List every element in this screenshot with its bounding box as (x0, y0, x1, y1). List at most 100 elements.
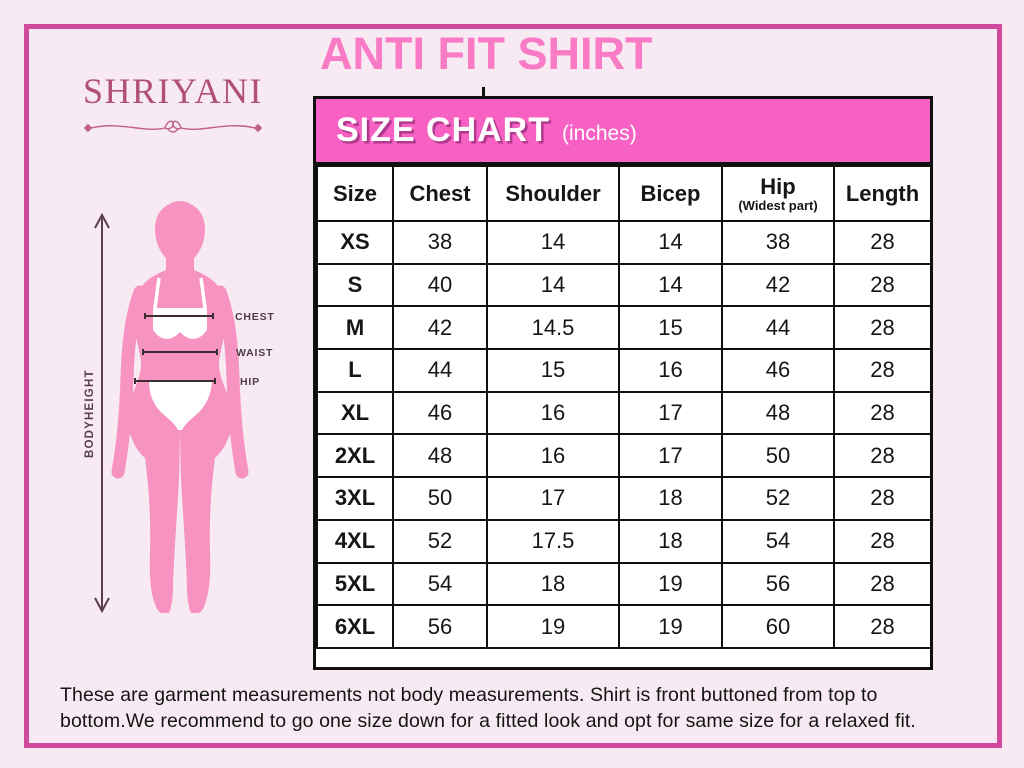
table-cell: 38 (392, 220, 488, 265)
female-silhouette (111, 201, 249, 613)
table-row: 2XL 48 16 17 50 28 (316, 433, 932, 479)
table-cell: 14 (618, 220, 723, 265)
table-row: XS 38 14 14 38 28 (316, 220, 932, 265)
table-row: XL 46 16 17 48 28 (316, 390, 932, 436)
table-cell: 28 (833, 561, 932, 607)
table-cell: 28 (833, 518, 932, 564)
table-cell: 44 (721, 305, 835, 351)
table-cell: 14 (486, 220, 620, 265)
table-cell: 2XL (316, 433, 394, 479)
table-header-row: Size Chest Shoulder Bicep Hip (Widest pa… (316, 165, 932, 222)
table-row: S 40 14 14 42 28 (316, 262, 932, 308)
col-hip: Hip (Widest part) (721, 165, 835, 222)
table-cell: 16 (486, 433, 620, 479)
size-chart-table: Size Chest Shoulder Bicep Hip (Widest pa… (316, 165, 932, 649)
logo-flourish-icon (83, 120, 263, 133)
table-cell: 48 (721, 390, 835, 436)
bodyheight-arrow-icon (94, 212, 110, 614)
table-cell: 18 (618, 476, 723, 521)
table-cell: 28 (833, 305, 932, 351)
table-cell: S (316, 262, 394, 308)
brand-logo: SHRIYANI (82, 71, 263, 111)
chest-label: CHEST (235, 311, 275, 323)
table-cell: 28 (833, 433, 932, 479)
table-cell: 19 (618, 561, 723, 607)
footer-line-1: These are garment measurements not body … (60, 684, 878, 706)
table-cell: 56 (721, 561, 835, 607)
measurement-lines (134, 313, 218, 384)
table-cell: XL (316, 390, 394, 436)
table-row: M 42 14.5 15 44 28 (316, 305, 932, 351)
table-cell: M (316, 305, 394, 351)
table-cell: XS (316, 220, 394, 265)
table-cell: 16 (618, 348, 723, 393)
col-bicep: Bicep (618, 165, 723, 222)
table-cell: 15 (618, 305, 723, 351)
table-cell: 46 (721, 348, 835, 393)
bodyheight-label: BODYHEIGHT (84, 369, 96, 458)
hip-label: HIP (240, 376, 260, 388)
table-cell: 6XL (316, 604, 394, 649)
table-cell: 54 (392, 561, 488, 607)
size-chart-title: SIZE CHART (336, 111, 550, 149)
panties-shape (148, 381, 212, 430)
table-cell: 28 (833, 604, 932, 649)
waist-label: WAIST (236, 347, 273, 359)
table-row: 3XL 50 17 18 52 28 (316, 476, 932, 521)
table-cell: 18 (486, 561, 620, 607)
table-cell: 42 (392, 305, 488, 351)
table-cell: 28 (833, 262, 932, 308)
table-cell: 50 (721, 433, 835, 479)
table-cell: 60 (721, 604, 835, 649)
table-cell: 19 (618, 604, 723, 649)
table-cell: 28 (833, 220, 932, 265)
table-cell: 17 (618, 433, 723, 479)
stray-tick-mark (482, 87, 485, 96)
table-cell: 14 (618, 262, 723, 308)
table-cell: 56 (392, 604, 488, 649)
size-chart: SIZE CHART (inches) Size Chest Shoulder … (313, 96, 933, 670)
table-cell: 17.5 (486, 518, 620, 564)
table-cell: 54 (721, 518, 835, 564)
size-chart-header: SIZE CHART (inches) (316, 99, 930, 165)
table-cell: 17 (618, 390, 723, 436)
table-cell: 5XL (316, 561, 394, 607)
table-cell: 48 (392, 433, 488, 479)
body-measurement-figure: BODYHEIGHT CHEST WAIST HIP (84, 201, 275, 614)
table-cell: 38 (721, 220, 835, 265)
table-cell: 52 (721, 476, 835, 521)
col-hip-subtext: (Widest part) (738, 197, 818, 213)
table-row: 6XL 56 19 19 60 28 (316, 604, 932, 649)
table-row: 4XL 52 17.5 18 54 28 (316, 518, 932, 564)
footer-note: These are garment measurements not body … (60, 682, 965, 734)
table-cell: 52 (392, 518, 488, 564)
size-chart-unit: (inches) (562, 121, 637, 145)
table-row: L 44 15 16 46 28 (316, 348, 932, 393)
col-shoulder: Shoulder (486, 165, 620, 222)
table-row: 5XL 54 18 19 56 28 (316, 561, 932, 607)
table-cell: 28 (833, 348, 932, 393)
table-cell: 18 (618, 518, 723, 564)
footer-line-2: bottom.We recommend to go one size down … (60, 710, 916, 732)
table-cell: 28 (833, 476, 932, 521)
table-cell: 17 (486, 476, 620, 521)
page-title: ANTI FIT SHIRT (320, 28, 653, 79)
table-cell: 15 (486, 348, 620, 393)
table-cell: 44 (392, 348, 488, 393)
table-cell: 42 (721, 262, 835, 308)
table-cell: 16 (486, 390, 620, 436)
col-chest: Chest (392, 165, 488, 222)
table-cell: 4XL (316, 518, 394, 564)
table-cell: 14.5 (486, 305, 620, 351)
table-cell: 40 (392, 262, 488, 308)
table-cell: L (316, 348, 394, 393)
table-cell: 3XL (316, 476, 394, 521)
table-cell: 50 (392, 476, 488, 521)
table-cell: 14 (486, 262, 620, 308)
col-size: Size (316, 165, 394, 222)
table-cell: 28 (833, 390, 932, 436)
table-cell: 19 (486, 604, 620, 649)
table-cell: 46 (392, 390, 488, 436)
col-length: Length (833, 165, 932, 222)
